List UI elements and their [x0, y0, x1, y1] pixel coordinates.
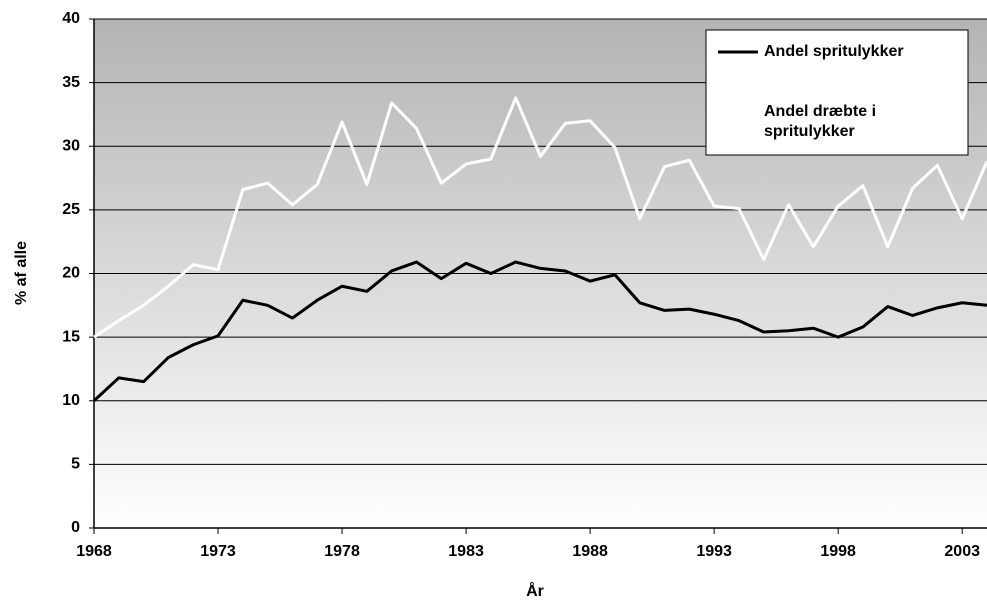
y-tick-label: 35 — [62, 74, 80, 91]
legend-label: Andel dræbte i spritulykker — [764, 103, 877, 140]
y-tick-label: 15 — [62, 328, 80, 345]
x-tick-label: 1983 — [448, 543, 484, 560]
x-tick-label: 1968 — [76, 543, 112, 560]
legend-label: Andel spritulykker — [764, 43, 904, 60]
x-tick-label: 1993 — [696, 543, 732, 560]
y-axis-label: % af alle — [13, 241, 30, 305]
x-axis-label: År — [526, 581, 544, 600]
x-tick-label: 1988 — [572, 543, 608, 560]
y-tick-label: 40 — [62, 10, 80, 27]
x-tick-label: 1973 — [200, 543, 236, 560]
x-tick-label: 1978 — [324, 543, 360, 560]
y-tick-label: 30 — [62, 137, 80, 154]
x-tick-label: 1998 — [820, 543, 856, 560]
x-tick-label: 2003 — [944, 543, 980, 560]
line — [92, 260, 987, 402]
legend-entry: Andel spritulykker — [764, 43, 904, 60]
y-tick-label: 25 — [62, 201, 80, 218]
y-tick-label: 5 — [71, 456, 80, 473]
legend: Andel spritulykker Andel dræbte i spritul… — [705, 29, 969, 156]
y-tick-label: 20 — [62, 265, 80, 282]
line — [93, 96, 987, 339]
y-tick-label: 0 — [71, 519, 80, 536]
y-tick-label: 10 — [62, 392, 80, 409]
legend-entry: Andel dræbte i spritulykker — [764, 103, 877, 140]
